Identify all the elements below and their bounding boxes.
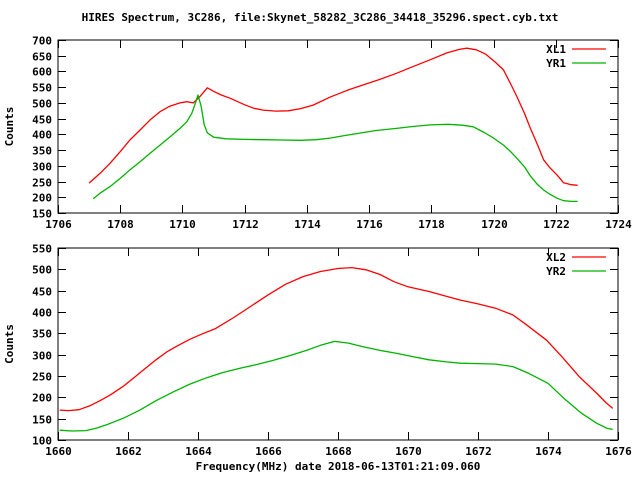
y-tick-label: 150 <box>32 414 52 427</box>
y-axis-label: Counts <box>3 107 16 147</box>
x-tick-label: 1670 <box>395 445 422 458</box>
x-tick-label: 1660 <box>45 445 72 458</box>
legend-label-YR1: YR1 <box>546 57 566 70</box>
legend-label-XL2: XL2 <box>546 251 566 264</box>
y-tick-label: 600 <box>32 66 52 79</box>
y-tick-label: 300 <box>32 161 52 174</box>
series-XL1 <box>88 47 578 186</box>
x-tick-label: 1714 <box>294 218 321 231</box>
legend-label-XL1: XL1 <box>546 43 566 56</box>
y-tick-label: 400 <box>32 129 52 142</box>
x-tick-label: 1672 <box>465 445 492 458</box>
y-tick-label: 650 <box>32 51 52 64</box>
x-tick-label: 1706 <box>45 218 72 231</box>
y-axis-label: Counts <box>3 324 16 364</box>
y-tick-label: 250 <box>32 371 52 384</box>
y-tick-label: 150 <box>32 208 52 221</box>
x-tick-label: 1666 <box>255 445 282 458</box>
plot-top: 1706 1708 1710 1712 1714 1716 1718 1720 1722 1724… <box>3 35 632 232</box>
y-tick-label: 450 <box>32 114 52 127</box>
y-tick-label: 200 <box>32 192 52 205</box>
x-tick-label: 1720 <box>481 218 508 231</box>
y-tick-label: 700 <box>32 35 52 48</box>
x-tick-label: 1708 <box>107 218 134 231</box>
y-tick-label: 400 <box>32 307 52 320</box>
y-tick-label: 350 <box>32 328 52 341</box>
x-tick-label: 1676 <box>605 445 632 458</box>
x-tick-label: 1710 <box>169 218 196 231</box>
x-tick-label: 1724 <box>605 218 632 231</box>
y-tick-label: 500 <box>32 98 52 111</box>
y-tick-label: 250 <box>32 177 52 190</box>
x-tick-label: 1662 <box>115 445 142 458</box>
y-tick-label: 450 <box>32 286 52 299</box>
chart-title: HIRES Spectrum, 3C286, file:Skynet_58282… <box>81 11 559 24</box>
y-tick-label: 100 <box>32 435 52 448</box>
y-tick-label: 500 <box>32 264 52 277</box>
plot-border <box>57 39 619 214</box>
y-tick-label: 550 <box>32 82 52 95</box>
x-axis-label: Frequency(MHz) date 2018-06-13T01:21:09.… <box>195 460 481 473</box>
series-YR1 <box>92 94 578 203</box>
x-tick-label: 1712 <box>232 218 259 231</box>
x-tick-label: 1674 <box>535 445 562 458</box>
legend-label-YR2: YR2 <box>546 265 566 278</box>
y-tick-label: 200 <box>32 392 52 405</box>
x-tick-label: 1716 <box>356 218 383 231</box>
x-tick-label: 1722 <box>543 218 570 231</box>
x-tick-label: 1668 <box>325 445 352 458</box>
y-tick-label: 350 <box>32 145 52 158</box>
y-tick-label: 300 <box>32 350 52 363</box>
x-tick-label: 1664 <box>185 445 212 458</box>
series-XL2 <box>59 266 614 412</box>
plot-bottom: 1660 1662 1664 1666 1668 1670 1672 1674 1676 100 1… <box>3 243 632 459</box>
series-YR2 <box>59 340 613 432</box>
plot-border <box>57 247 619 441</box>
x-tick-label: 1718 <box>418 218 445 231</box>
y-tick-label: 550 <box>32 243 52 256</box>
